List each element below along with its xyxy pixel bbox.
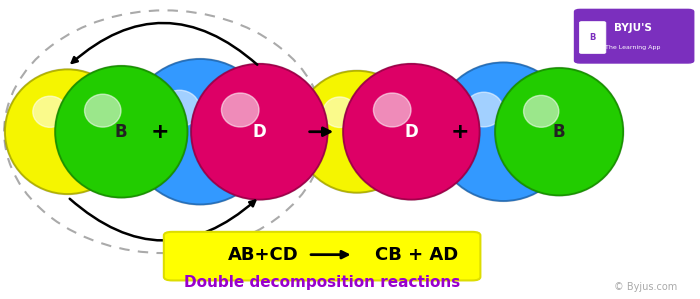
- Ellipse shape: [373, 93, 411, 127]
- Text: A: A: [61, 123, 74, 141]
- Text: B: B: [589, 33, 596, 42]
- Ellipse shape: [221, 93, 259, 127]
- FancyBboxPatch shape: [580, 22, 606, 54]
- Text: C: C: [194, 123, 206, 141]
- Text: D: D: [405, 123, 418, 141]
- Text: +: +: [151, 122, 169, 142]
- Ellipse shape: [524, 95, 559, 127]
- FancyBboxPatch shape: [575, 9, 694, 63]
- Text: The Learning App: The Learning App: [606, 45, 661, 50]
- Ellipse shape: [85, 94, 121, 127]
- Ellipse shape: [191, 64, 328, 200]
- Text: A: A: [351, 123, 363, 141]
- Text: B: B: [553, 123, 566, 141]
- Ellipse shape: [55, 66, 188, 198]
- Text: CB + AD: CB + AD: [374, 246, 458, 264]
- FancyBboxPatch shape: [164, 232, 480, 280]
- Text: © Byjus.com: © Byjus.com: [615, 282, 678, 292]
- Ellipse shape: [295, 71, 419, 193]
- Ellipse shape: [465, 92, 503, 127]
- Text: D: D: [253, 123, 266, 141]
- Text: +: +: [451, 122, 470, 142]
- Text: B: B: [115, 123, 127, 141]
- Text: C: C: [497, 123, 510, 141]
- Ellipse shape: [495, 68, 623, 196]
- Ellipse shape: [33, 96, 67, 127]
- Ellipse shape: [434, 62, 573, 201]
- Text: BYJU'S: BYJU'S: [614, 23, 652, 33]
- Text: Double decomposition reactions: Double decomposition reactions: [184, 275, 460, 290]
- Ellipse shape: [5, 69, 130, 194]
- Ellipse shape: [127, 59, 273, 205]
- Ellipse shape: [160, 90, 199, 127]
- Ellipse shape: [323, 97, 357, 127]
- Text: AB+CD: AB+CD: [228, 246, 298, 264]
- Ellipse shape: [343, 64, 480, 200]
